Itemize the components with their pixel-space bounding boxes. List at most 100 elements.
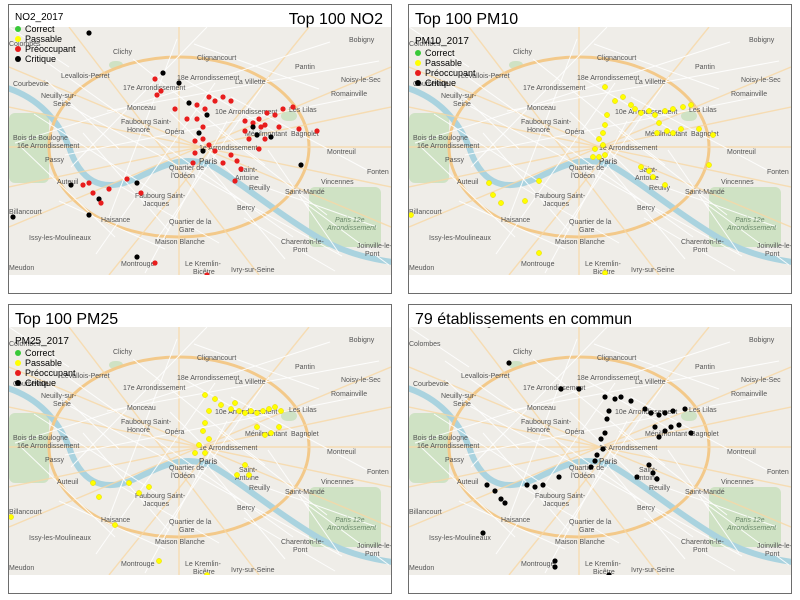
map-label: Haisance <box>501 517 530 524</box>
map-point-passable <box>490 192 496 198</box>
street-16 <box>618 430 728 516</box>
road-4 <box>468 327 660 575</box>
map-label: Antoine <box>235 175 259 182</box>
map-point-passable <box>670 106 676 112</box>
legend-dot-icon <box>415 70 421 76</box>
road-7 <box>409 106 791 188</box>
street-20 <box>64 394 368 456</box>
map-point-passable <box>710 132 716 138</box>
street-11 <box>33 113 158 194</box>
map-point-critique <box>540 482 546 488</box>
map-point-préoccupant <box>232 178 238 184</box>
street-2 <box>482 432 570 532</box>
map-area[interactable]: Bobigny Colombes Clichy Clignancourt Pantin L… <box>9 27 391 275</box>
legend-label: Passable <box>25 34 63 44</box>
map-label: Bois de Boulogne <box>13 435 68 442</box>
street-26 <box>206 164 286 260</box>
map-point-préoccupant <box>238 166 244 172</box>
map-point-passable <box>620 94 626 100</box>
map-label: Levallois-Perret <box>61 73 110 80</box>
map-label: Clichy <box>513 349 533 356</box>
map-label: Pont <box>765 251 779 258</box>
map-label: Opéra <box>165 429 185 436</box>
map-label: Antoine <box>635 175 659 182</box>
map-point-critique <box>654 476 660 482</box>
legend-item: Critique <box>15 378 76 388</box>
map-point-passable <box>646 108 652 114</box>
map-point-préoccupant <box>90 190 96 196</box>
street-16 <box>218 130 328 216</box>
map-label: Reuilly <box>249 185 271 192</box>
legend-dot-icon <box>415 60 421 66</box>
map-label: Saint-Mandé <box>685 489 725 496</box>
road-4 <box>468 27 660 275</box>
street-24 <box>532 358 666 466</box>
map-point-passable <box>628 102 634 108</box>
map-point-préoccupant <box>262 122 268 128</box>
legend-label: Préoccupant <box>425 68 476 78</box>
map-label: Le Kremlin- <box>185 561 221 568</box>
map-point-critique <box>268 134 274 140</box>
legend-item: Critique <box>415 78 476 88</box>
legend-dot-icon <box>15 56 21 62</box>
street-9 <box>456 398 743 557</box>
panel-title: Top 100 NO2 <box>288 11 383 28</box>
map-point-passable <box>268 430 274 436</box>
map-point-critique <box>688 430 694 436</box>
legend-item: Passable <box>15 34 76 44</box>
map-label: Clignancourt <box>197 55 236 62</box>
map-point-préoccupant <box>200 124 206 130</box>
map-label: Courbevoie <box>413 381 449 388</box>
map-label: Pont <box>293 247 307 254</box>
map-label: Quartier de <box>169 465 204 472</box>
map-point-critique <box>200 148 206 154</box>
map-area[interactable]: Bobigny Colombes Clichy Clignancourt Pantin L… <box>9 327 391 575</box>
map-label: Romainville <box>331 391 367 398</box>
road-4 <box>68 327 260 575</box>
map-point-préoccupant <box>106 186 112 192</box>
map-point-critique <box>298 162 304 168</box>
map-point-critique <box>484 482 490 488</box>
map-point-préoccupant <box>242 128 248 134</box>
map-point-préoccupant <box>256 146 262 152</box>
map-label: l'Odéon <box>571 473 595 480</box>
map-point-critique <box>524 482 530 488</box>
map-label: Ivry-sur-Seine <box>631 267 675 274</box>
map-point-critique <box>682 406 688 412</box>
map-point-préoccupant <box>272 112 278 118</box>
map-label: Courbevoie <box>13 381 49 388</box>
map-point-passable <box>156 558 162 564</box>
map-area[interactable]: Bobigny Colombes Clichy Clignancourt Pantin L… <box>409 327 791 575</box>
map-label: Montreuil <box>727 149 756 156</box>
map-point-passable <box>602 84 608 90</box>
map-point-passable <box>602 270 608 275</box>
legend-label: Critique <box>425 78 457 88</box>
map-label: Seine <box>453 101 471 108</box>
map-label: Neuilly-sur- <box>441 93 477 100</box>
map-label: Le Kremlin- <box>585 561 621 568</box>
map-point-passable <box>236 408 242 414</box>
map-label: Levallois-Perret <box>461 373 510 380</box>
map-label: Jacques <box>543 201 570 208</box>
map-point-critique <box>634 474 640 480</box>
map-label: Honoré <box>527 427 550 434</box>
legend-label: Préoccupant <box>25 44 76 54</box>
map-point-critique <box>556 474 562 480</box>
map-point-préoccupant <box>280 106 286 112</box>
map-label: Faubourg Saint- <box>521 419 572 426</box>
map-area[interactable]: Bobigny Colombes Clichy Clignancourt Pantin L… <box>409 27 791 275</box>
map-point-préoccupant <box>246 136 252 142</box>
street-17 <box>655 483 778 528</box>
legend-item: Correct <box>15 348 76 358</box>
map-label: Romainville <box>731 391 767 398</box>
legend: PM25_2017 Correct Passable Préoccupant Criti… <box>15 337 76 388</box>
map-point-préoccupant <box>242 118 248 124</box>
street-21 <box>421 147 516 238</box>
map-label: 17e Arrondissement <box>123 85 185 92</box>
map-point-passable <box>536 250 542 256</box>
map-label: 17e Arrondissement <box>523 385 585 392</box>
road-7 <box>9 106 391 188</box>
map-label: Romainville <box>731 91 767 98</box>
map-label: Bicêtre <box>193 569 215 575</box>
street-23 <box>495 382 616 555</box>
